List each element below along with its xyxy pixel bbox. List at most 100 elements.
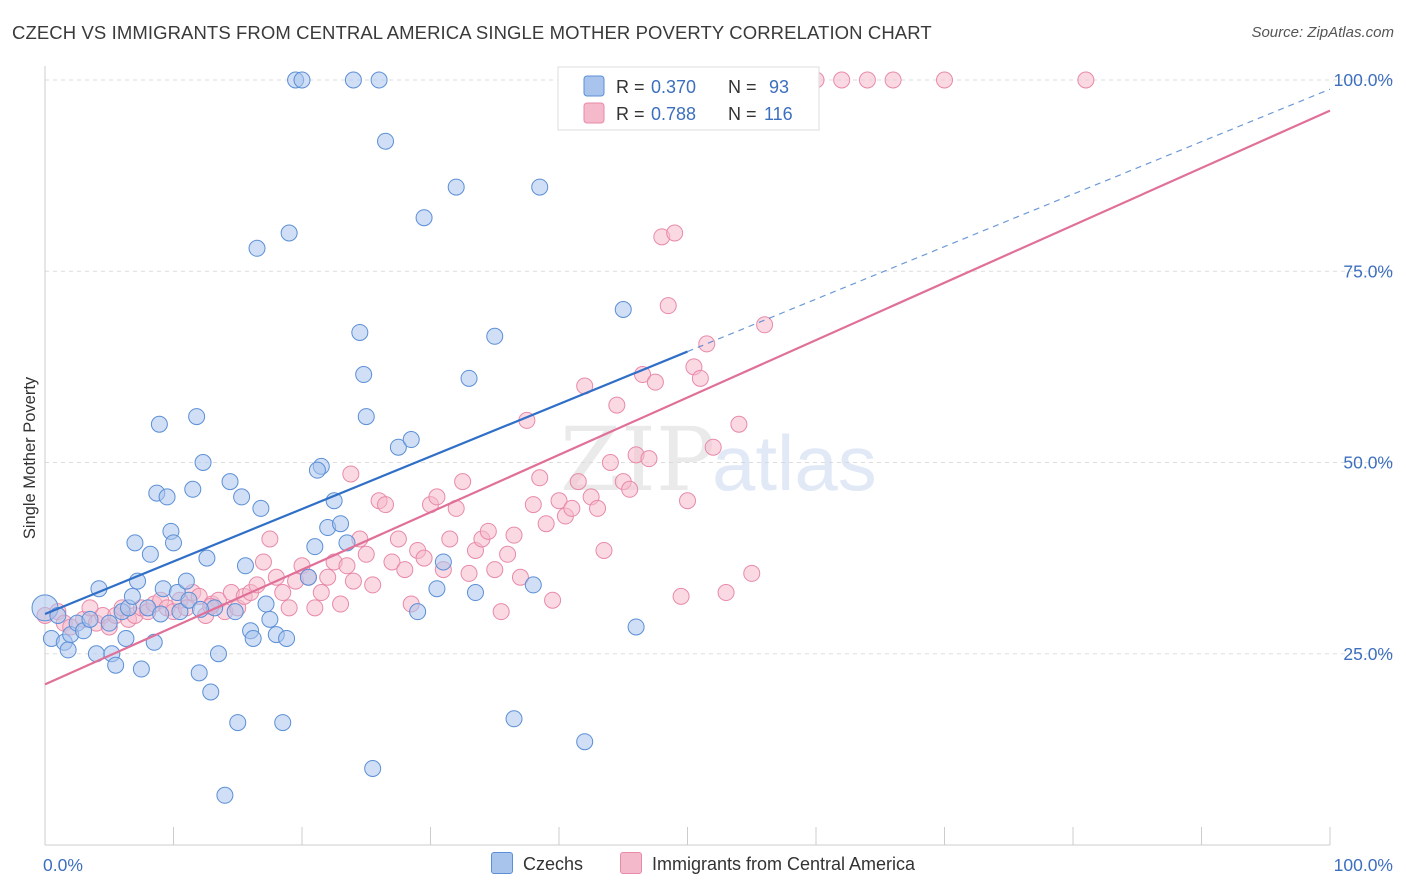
ca-point-105 bbox=[743, 564, 761, 582]
ca-swatch bbox=[620, 852, 642, 874]
czech-point-27 bbox=[158, 488, 176, 506]
czech-point-63 bbox=[332, 515, 350, 533]
czech-point-55 bbox=[280, 224, 298, 242]
czech-point-32 bbox=[177, 572, 195, 590]
ca-point-54 bbox=[396, 561, 414, 579]
czech-point-49 bbox=[248, 239, 266, 257]
czech-point-48 bbox=[244, 629, 262, 647]
legend-item-czechs[interactable]: Czechs bbox=[491, 852, 583, 875]
czech-point-79 bbox=[460, 369, 478, 387]
czech-point-70 bbox=[370, 71, 388, 89]
czech-point-74 bbox=[409, 603, 427, 621]
czech-point-83 bbox=[524, 576, 542, 594]
czech-point-65 bbox=[344, 71, 362, 89]
ca-point-85 bbox=[595, 541, 613, 559]
legend-r-label-1: R = bbox=[616, 77, 645, 97]
czech-point-54 bbox=[274, 714, 292, 732]
ca-point-68 bbox=[486, 561, 504, 579]
ca-point-75 bbox=[531, 469, 549, 487]
ca-point-46 bbox=[344, 572, 362, 590]
czech-point-41 bbox=[209, 645, 227, 663]
czech-point-84 bbox=[531, 178, 549, 196]
czech-point-25 bbox=[150, 415, 168, 433]
czech-point-80 bbox=[466, 584, 484, 602]
czech-point-73 bbox=[402, 431, 420, 449]
ca-point-112 bbox=[936, 71, 953, 89]
czech-point-13 bbox=[107, 656, 125, 674]
y-tick-label-1: 50.0% bbox=[1343, 453, 1393, 473]
czech-point-86 bbox=[614, 301, 632, 318]
czech-point-66 bbox=[351, 323, 369, 341]
ca-point-81 bbox=[569, 473, 587, 491]
trend-lines bbox=[44, 88, 1331, 686]
x-tick-label-1: 100.0% bbox=[1334, 855, 1393, 875]
ca-point-87 bbox=[608, 396, 626, 414]
gridlines bbox=[45, 79, 1393, 655]
ca-point-69 bbox=[492, 603, 510, 621]
czech-point-45 bbox=[233, 488, 251, 506]
legend-item-central-america[interactable]: Immigrants from Central America bbox=[620, 852, 915, 875]
ca-point-86 bbox=[601, 454, 619, 471]
chart-title: CZECH VS IMMIGRANTS FROM CENTRAL AMERICA… bbox=[12, 22, 932, 43]
ca-point-70 bbox=[499, 545, 517, 563]
czech-point-82 bbox=[505, 710, 523, 728]
ca-point-36 bbox=[280, 599, 298, 617]
legend-r-value-czech: 0.370 bbox=[651, 77, 696, 97]
czech-point-43 bbox=[221, 473, 239, 491]
legend-swatch-ca bbox=[583, 102, 605, 124]
legend-n-value-czech: 93 bbox=[769, 77, 789, 97]
ca-point-113 bbox=[1077, 71, 1095, 89]
czech-point-69 bbox=[364, 760, 382, 777]
czech-point-11 bbox=[100, 614, 118, 632]
ca-point-97 bbox=[672, 587, 690, 605]
ca-point-59 bbox=[428, 488, 446, 506]
czech-point-50 bbox=[252, 499, 270, 517]
ca-point-32 bbox=[254, 553, 272, 571]
tick-labels: 25.0% 50.0% 75.0% 100.0% 0.0% 100.0% bbox=[43, 70, 1393, 875]
ca-point-67 bbox=[479, 522, 497, 540]
ca-point-57 bbox=[415, 549, 433, 567]
watermark-atlas: atlas bbox=[712, 419, 877, 507]
czech-point-18 bbox=[126, 534, 144, 552]
axes bbox=[44, 66, 1331, 846]
czech-point-85 bbox=[576, 733, 594, 751]
ca-point-111 bbox=[884, 71, 902, 89]
czech-point-39 bbox=[202, 683, 220, 701]
ca-point-48 bbox=[357, 545, 375, 563]
ca-point-51 bbox=[377, 496, 395, 514]
czech-point-34 bbox=[184, 480, 202, 498]
ca-point-109 bbox=[833, 71, 851, 89]
ca-trend-line bbox=[44, 109, 1331, 686]
y-tick-label-2: 75.0% bbox=[1343, 261, 1393, 281]
x-tick-label-0: 0.0% bbox=[43, 855, 83, 875]
ca-point-80 bbox=[563, 499, 581, 517]
czech-trend-line bbox=[44, 350, 688, 615]
ca-point-63 bbox=[454, 473, 472, 491]
czech-point-29 bbox=[165, 534, 182, 552]
czech-point-77 bbox=[434, 553, 452, 571]
czech-point-72 bbox=[389, 438, 407, 456]
ca-point-76 bbox=[537, 515, 555, 533]
ca-point-93 bbox=[646, 373, 664, 391]
czech-point-76 bbox=[428, 580, 446, 598]
ca-point-78 bbox=[550, 492, 568, 510]
czech-point-88 bbox=[278, 629, 296, 647]
ca-point-45 bbox=[338, 557, 356, 575]
legend-swatch-czech bbox=[583, 75, 605, 97]
legend-label-czechs: Czechs bbox=[523, 854, 584, 874]
ca-point-72 bbox=[511, 568, 529, 586]
czech-point-42 bbox=[216, 786, 234, 804]
czech-point-38 bbox=[198, 549, 216, 567]
czech-point-31 bbox=[171, 603, 189, 621]
y-tick-label-3: 100.0% bbox=[1334, 70, 1393, 90]
series-czech-points bbox=[31, 71, 645, 804]
czech-point-33 bbox=[180, 591, 198, 609]
ca-point-41 bbox=[312, 584, 330, 602]
czech-point-8 bbox=[81, 610, 99, 628]
legend-label-central-america: Immigrants from Central America bbox=[652, 854, 916, 874]
ca-point-53 bbox=[389, 530, 407, 548]
czech-point-92 bbox=[152, 605, 170, 623]
czech-point-89 bbox=[308, 461, 326, 479]
ca-point-71 bbox=[505, 526, 523, 544]
ca-point-114 bbox=[342, 465, 360, 483]
